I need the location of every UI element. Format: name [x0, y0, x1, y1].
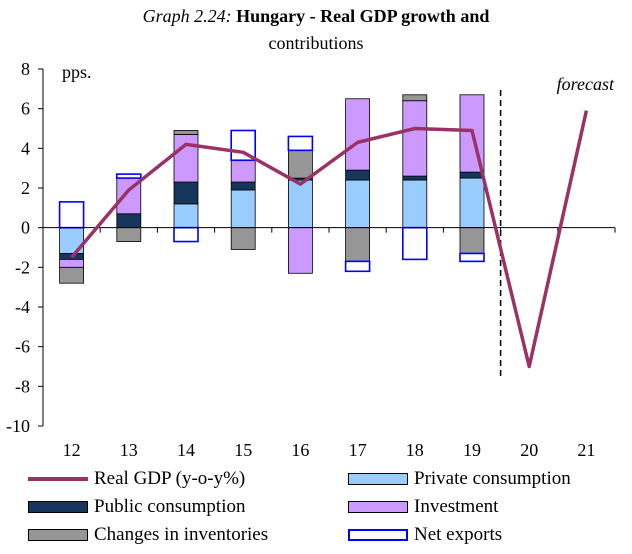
bar-inventories [230, 227, 256, 250]
bar-inventories [287, 149, 313, 179]
chart-plot: -10 -8 -6 -4 -2 0 2 4 6 8 pps. 12 13 14 15 16 17 18 19 20 21… [6, 59, 616, 460]
bar-inventories [116, 227, 142, 242]
bar-investment [402, 100, 428, 177]
y-tick-label: 8 [21, 59, 30, 79]
bar-inventories [173, 130, 199, 135]
legend-item-inventories: Changes in inventories [28, 522, 268, 548]
bar-net-exports [287, 135, 314, 152]
bar-private [459, 177, 485, 229]
legend-label-gdp: Real GDP (y-o-y%) [94, 468, 246, 489]
y-tick-label: -10 [6, 416, 30, 436]
bar-public [173, 181, 199, 205]
x-tick-label: 16 [291, 440, 309, 460]
bar-public [459, 171, 485, 179]
forecast-label: forecast [557, 74, 615, 94]
bar-net-exports [230, 129, 256, 162]
bar-private [402, 179, 428, 229]
y-tick-label: -6 [15, 337, 30, 357]
y-tick-label: -2 [15, 257, 30, 277]
x-tick-label: 18 [406, 440, 424, 460]
x-tick-label: 12 [63, 440, 81, 460]
bar-private [287, 179, 313, 229]
y-axis-label: pps. [62, 62, 92, 82]
legend-label-net-exports: Net exports [414, 524, 503, 545]
x-tick-label: 21 [577, 440, 595, 460]
chart-title: Hungary - Real GDP growth and [236, 6, 490, 26]
legend-label-inventories: Changes in inventories [94, 524, 269, 545]
bar-inventories [459, 227, 485, 254]
legend-item-investment: Investment [348, 494, 498, 520]
legend-item-private: Private consumption [348, 466, 571, 492]
bar-investment [287, 227, 313, 274]
y-tick-label: -4 [15, 297, 30, 317]
legend-label-public: Public consumption [94, 496, 246, 517]
legend-item-gdp: Real GDP (y-o-y%) [28, 466, 245, 492]
chart-title-line2: contributions [268, 33, 364, 53]
bar-investment [173, 134, 199, 183]
y-tick-label: 4 [21, 138, 30, 158]
y-tick-label: -8 [15, 376, 30, 396]
x-tick-label: 14 [177, 440, 195, 460]
bar-private [230, 189, 256, 229]
bar-net-exports [401, 226, 428, 261]
bar-inventories [402, 94, 428, 102]
bar-investment [230, 159, 256, 183]
bar-private [345, 179, 371, 229]
bar-public [116, 213, 142, 229]
x-tick-label: 19 [463, 440, 481, 460]
legend-label-investment: Investment [414, 496, 499, 517]
bar-net-exports [459, 252, 485, 263]
x-tick-label: 15 [234, 440, 252, 460]
bar-public [402, 175, 428, 181]
bar-private [173, 203, 199, 229]
x-tick-label: 20 [520, 440, 538, 460]
x-tick-label: 17 [349, 440, 367, 460]
y-tick-label: 6 [21, 99, 30, 119]
legend-swatch-investment [348, 501, 408, 513]
bar-inventories [59, 266, 84, 284]
bar-net-exports [116, 173, 142, 179]
bar-net-exports [344, 260, 371, 273]
legend-swatch-private [348, 473, 408, 485]
y-tick-label: 0 [21, 218, 30, 238]
legend-item-public: Public consumption [28, 494, 245, 520]
legend-label-private: Private consumption [414, 468, 571, 489]
bar-investment [59, 258, 84, 268]
legend-swatch-inventories [28, 529, 88, 541]
bar-investment [345, 98, 371, 171]
bar-inventories [345, 227, 371, 262]
chart-legend: Real GDP (y-o-y%) Private consumption Pu… [28, 466, 628, 550]
bar-public [230, 181, 256, 191]
x-tick-label: 13 [120, 440, 138, 460]
graph-number: Graph 2.24: [142, 6, 232, 26]
legend-item-net-exports: Net exports [348, 522, 502, 548]
legend-swatch-net-exports [348, 529, 408, 541]
line-real-gdp [70, 110, 589, 369]
legend-swatch-gdp [28, 477, 88, 481]
legend-swatch-public [28, 501, 88, 513]
bar-public [345, 169, 371, 181]
y-tick-label: 2 [21, 178, 30, 198]
bar-net-exports [58, 201, 85, 229]
bar-net-exports [173, 226, 199, 243]
chart-title-line1: Graph 2.24: Hungary - Real GDP growth an… [0, 6, 632, 27]
